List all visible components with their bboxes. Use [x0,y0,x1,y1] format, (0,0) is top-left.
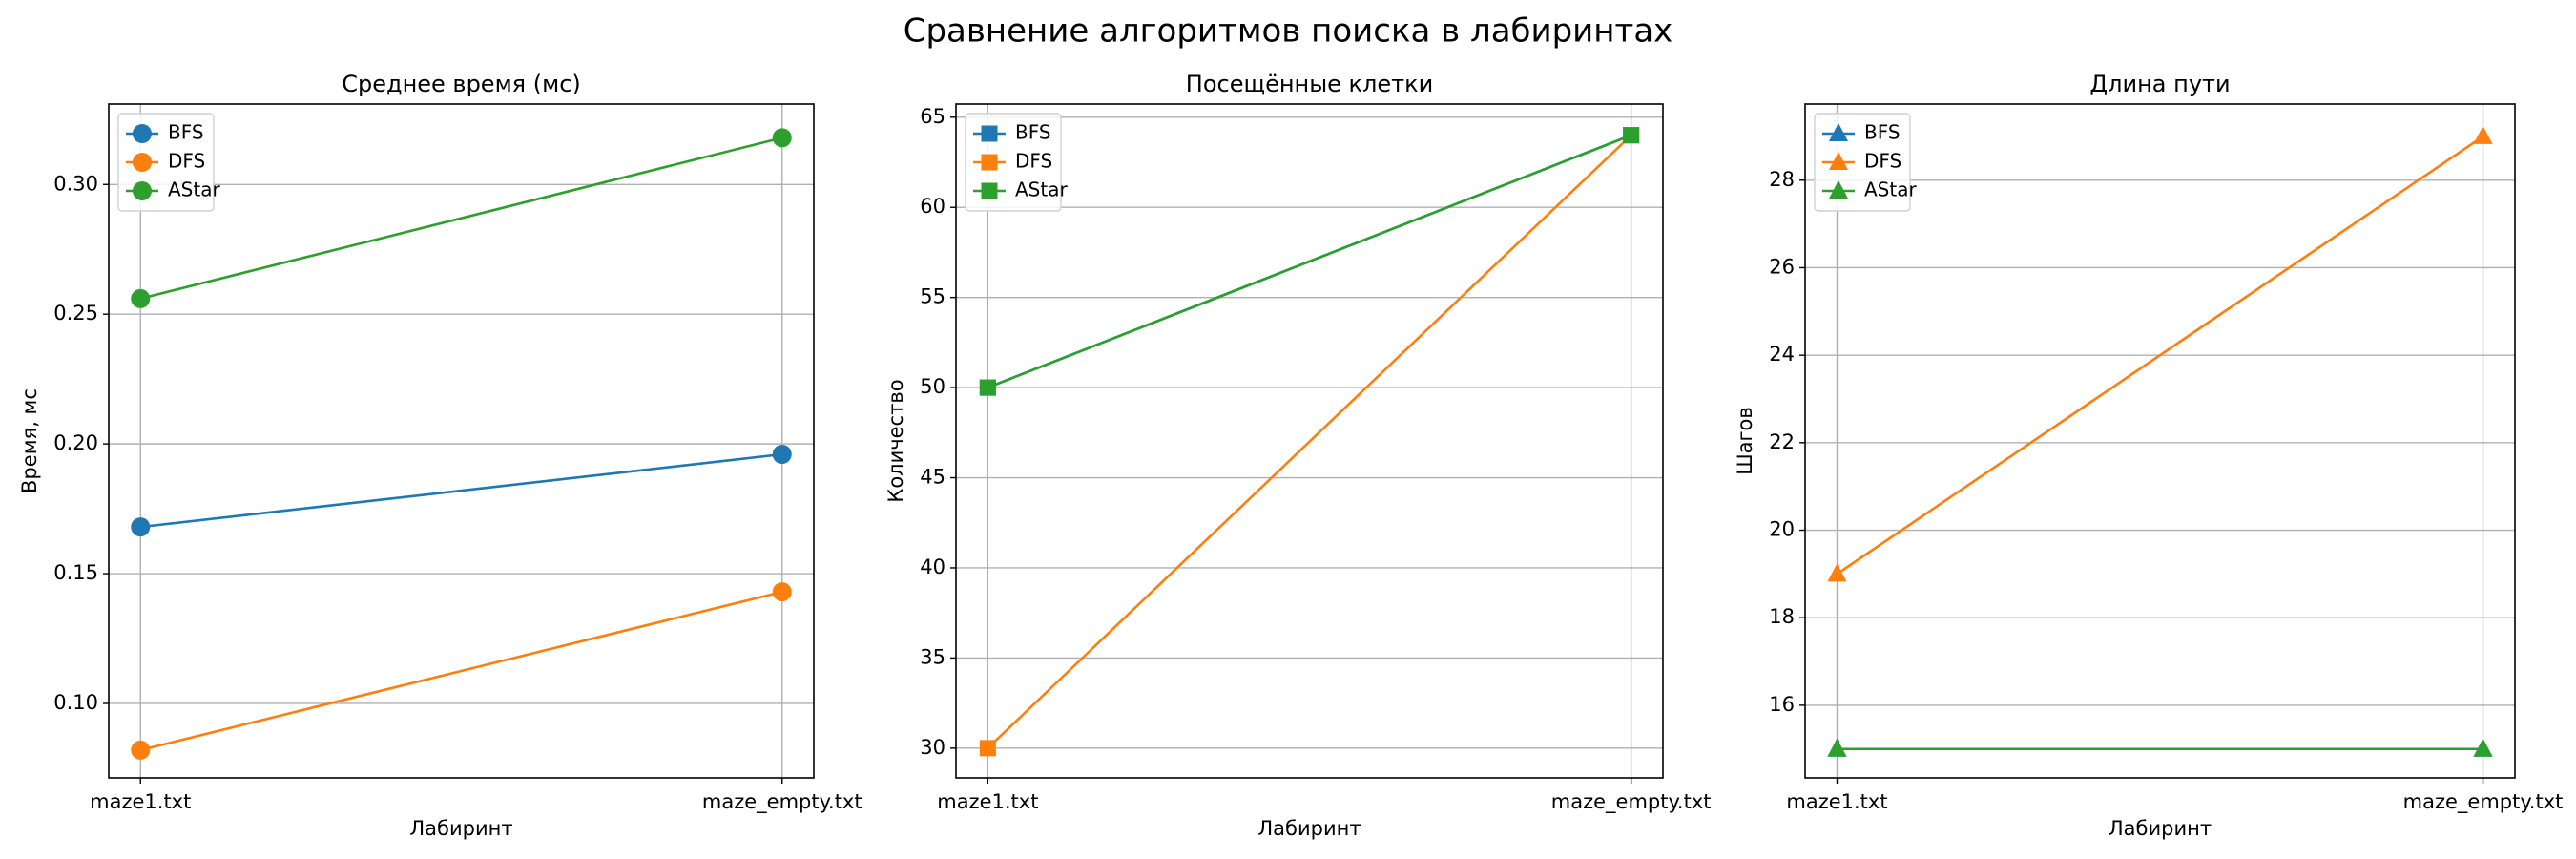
marker [131,517,151,537]
legend: BFS DFS AStar [117,113,220,212]
legend-label: AStar [1864,178,1917,201]
y-tick-label: 24 [1769,343,1795,366]
x-tick-label: maze_empty.txt [702,790,862,814]
x-tick-label: maze_empty.txt [2403,790,2564,814]
y-tick-label: 20 [1769,518,1795,541]
y-tick-label: 22 [1769,430,1795,453]
marker [772,445,792,465]
marker [1827,563,1847,582]
series-line [139,136,783,301]
legend: BFS DFS AStar [1814,113,1917,212]
marker [1827,738,1847,757]
y-tick-label: 0.30 [53,172,98,195]
subplot-title: Посещённые клетки [1186,71,1433,97]
y-tick-label: 16 [1769,693,1795,716]
x-axis-label: Лабиринт [409,817,512,840]
y-tick-label: 60 [920,195,945,218]
series-line [140,452,782,529]
y-tick-label: 40 [920,555,945,578]
marker [979,379,996,396]
y-tick-label: 0.15 [53,561,98,584]
y-axis-label: Время, мс [18,388,41,493]
y-tick-label: 50 [920,375,945,398]
legend-label: BFS [168,121,204,144]
legend-marker [133,153,152,172]
legend-marker [133,124,152,143]
marker [2473,738,2493,757]
y-tick-label: 65 [920,105,945,128]
subplot-title: Среднее время (мс) [342,71,581,97]
y-tick-label: 0.10 [53,691,98,714]
legend-marker [981,182,998,199]
y-axis-label: Количество [884,379,907,502]
marker [2473,125,2493,144]
legend-label: DFS [1864,150,1901,173]
x-tick-label: maze1.txt [937,790,1038,813]
x-tick-label: maze1.txt [90,790,191,813]
series-line [1836,135,2484,576]
legend-marker [1829,152,1848,170]
y-tick-label: 0.20 [53,431,98,454]
series-line [987,134,1632,389]
legend-label: AStar [1015,178,1068,201]
subplot: Среднее время (мс) 0.10 0.15 0.20 0.25 0.30 ma… [18,71,862,840]
legend-label: AStar [168,178,220,201]
legend-marker [1829,180,1848,199]
x-axis-label: Лабиринт [2109,817,2212,840]
legend-marker [981,125,998,142]
subplot: Длина пути 16 18 20 22 24 26 28 maze1.txt maze_em… [1734,71,2563,840]
subplot-title: Длина пути [2089,71,2230,97]
marker [979,740,996,757]
subplot: Посещённые клетки 30 35 40 45 50 55 60 65 maze1.t… [884,71,1712,840]
x-tick-label: maze1.txt [1786,790,1887,813]
legend-label: DFS [168,150,205,173]
y-tick-label: 28 [1769,168,1795,191]
plot-frame [108,103,815,779]
y-tick-label: 55 [920,285,945,308]
x-tick-label: maze_empty.txt [1551,790,1712,814]
plot-frame [955,103,1664,779]
plot-frame [1804,103,2516,779]
marker [772,128,792,148]
legend-marker [981,154,998,171]
legend-label: BFS [1015,121,1051,144]
y-tick-label: 45 [920,466,945,489]
x-axis-label: Лабиринт [1257,817,1361,840]
y-axis-label: Шагов [1734,407,1756,475]
legend: BFS DFS AStar [965,113,1068,212]
marker [772,582,792,602]
y-tick-label: 35 [920,645,945,668]
series-line [139,590,783,752]
y-tick-label: 30 [920,736,945,759]
y-tick-label: 26 [1769,255,1795,278]
marker [131,740,151,760]
marker [1623,127,1640,144]
legend-marker [1829,123,1848,141]
y-tick-label: 0.25 [53,302,98,325]
marker [131,288,151,308]
legend-marker [133,181,152,200]
figure-title: Сравнение алгоритмов поиска в лабиринтах [904,12,1673,51]
series-line [987,134,1632,749]
legend-label: DFS [1015,150,1052,173]
legend-label: BFS [1864,121,1901,144]
y-tick-label: 18 [1769,605,1795,628]
